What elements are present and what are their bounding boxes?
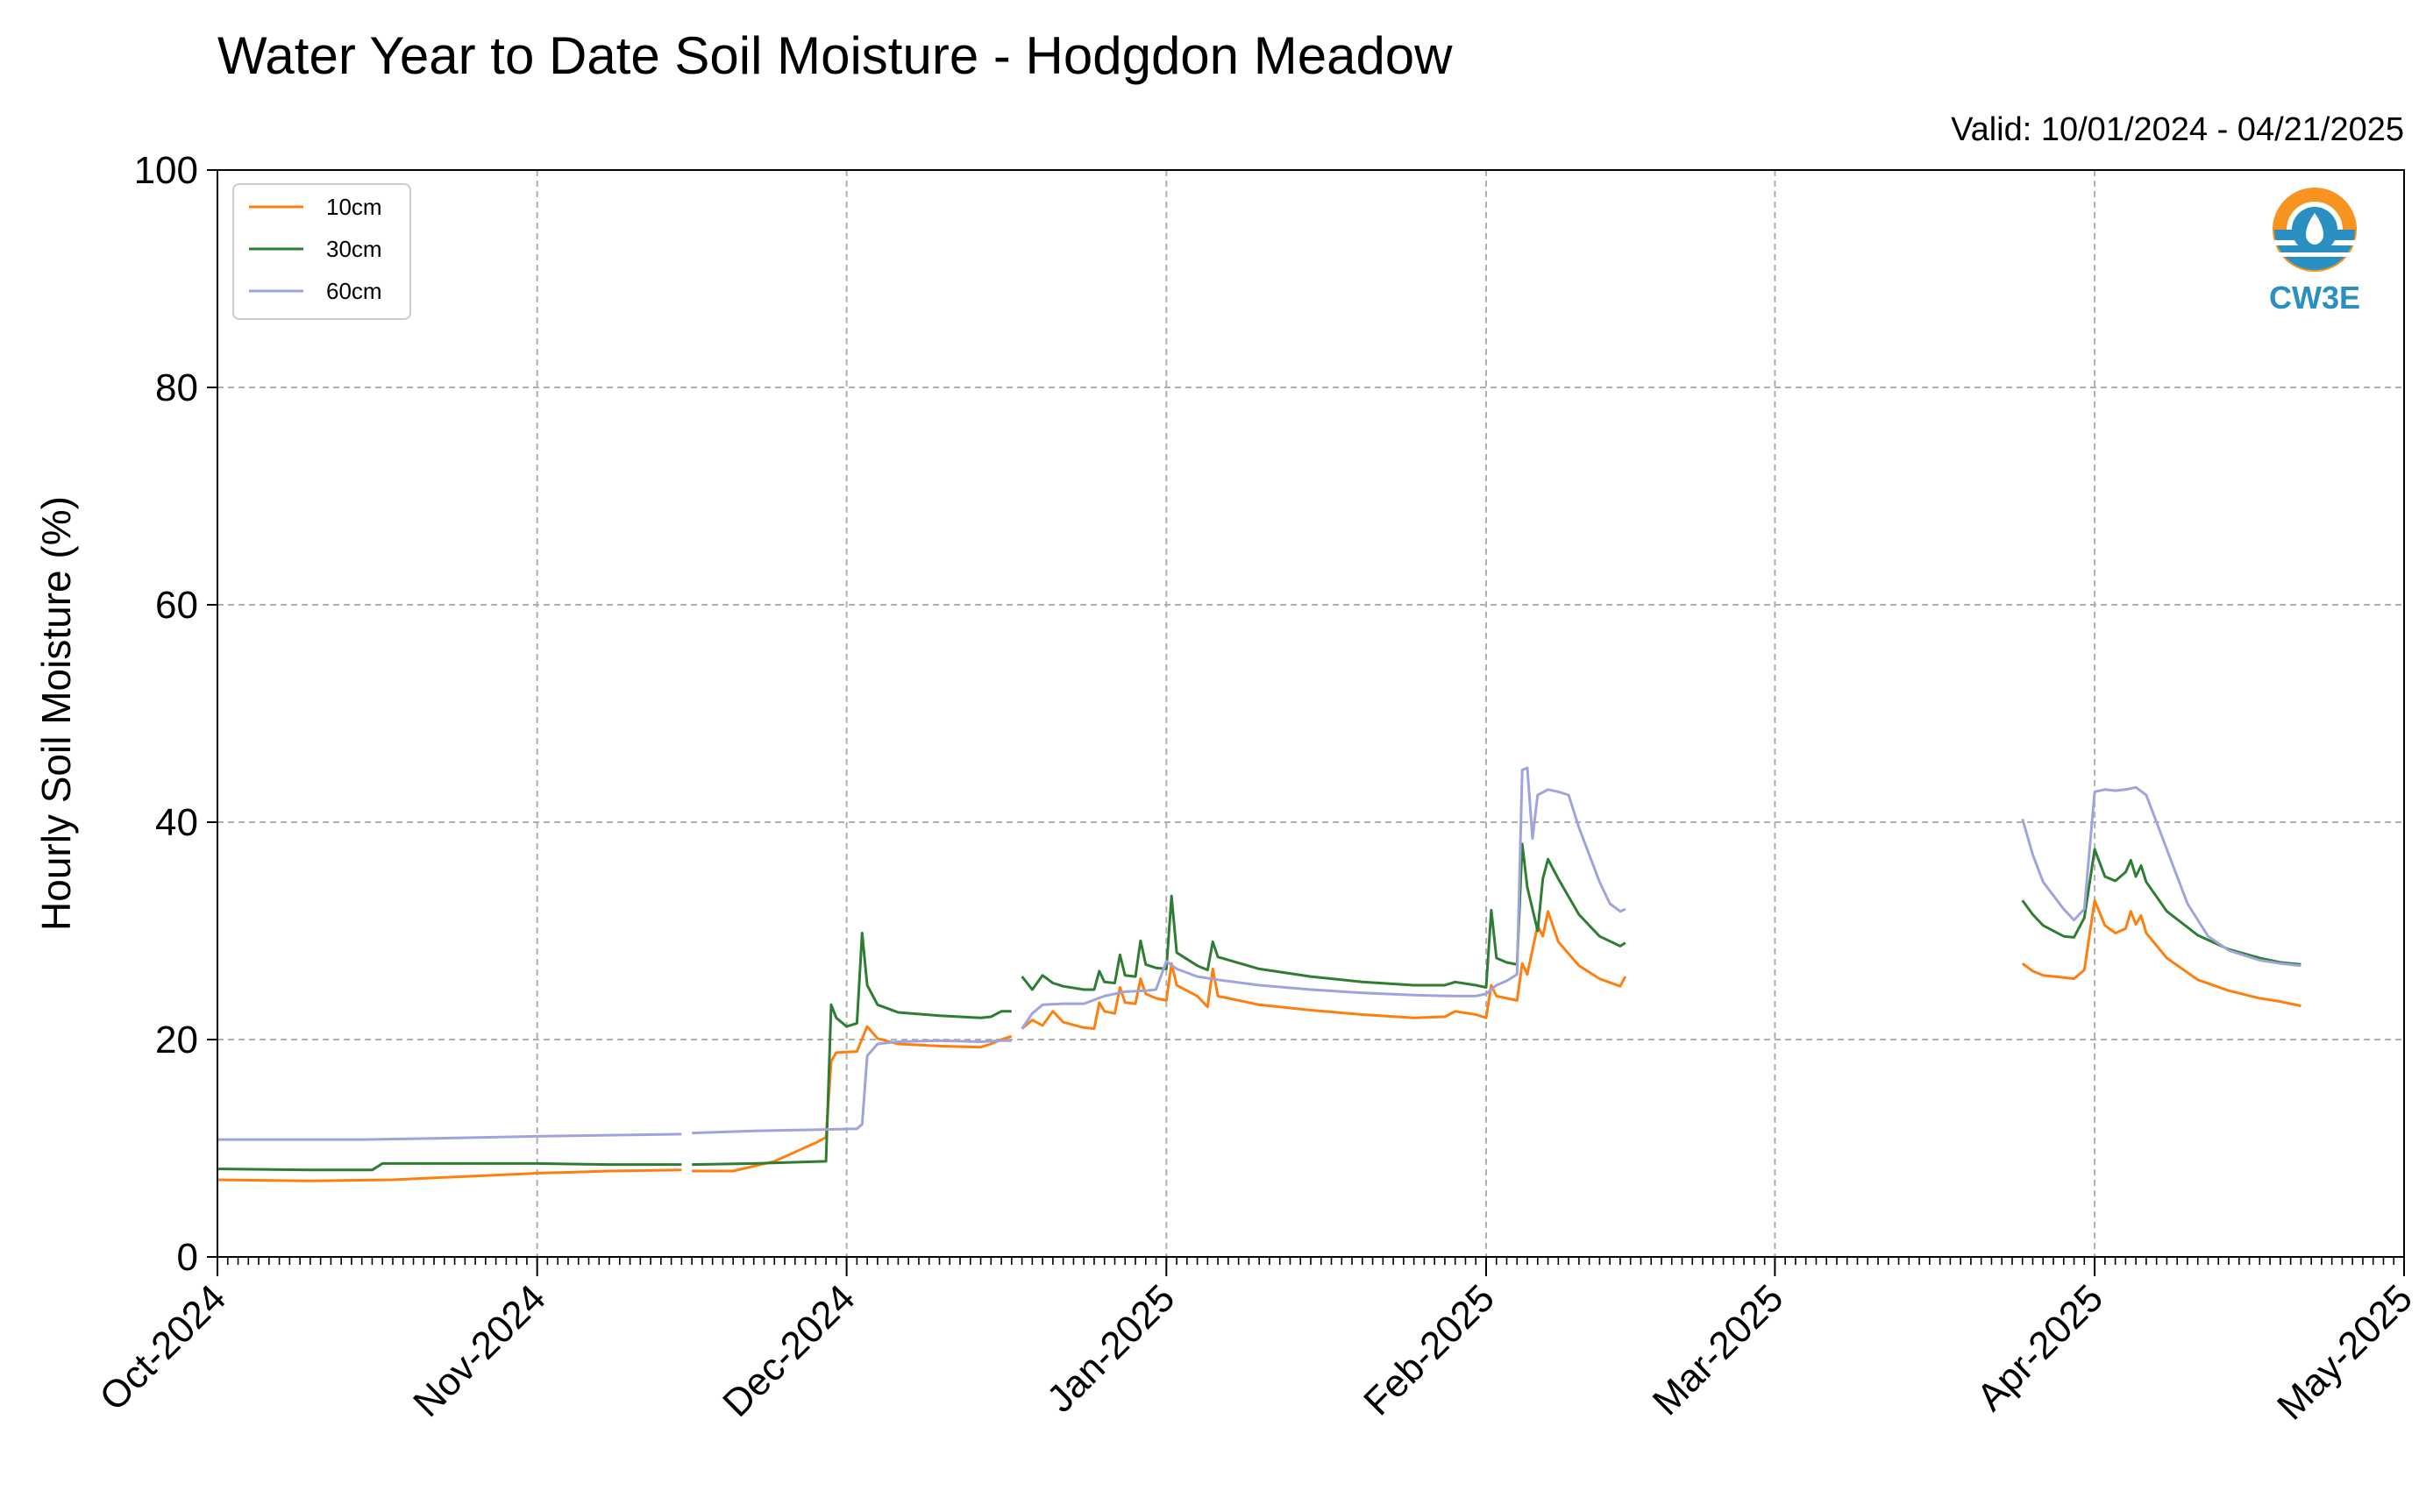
series-line-10cm bbox=[1021, 910, 1627, 1031]
series-line-60cm bbox=[2021, 785, 2301, 968]
series-line-10cm bbox=[692, 1025, 1013, 1173]
y-tick-label: 20 bbox=[155, 1019, 198, 1061]
chart-title: Water Year to Date Soil Moisture - Hodgd… bbox=[217, 26, 1453, 85]
legend-box bbox=[232, 183, 411, 320]
y-axis: 0 20 40 60 80 100 bbox=[134, 149, 217, 1279]
series-line-30cm bbox=[217, 1161, 682, 1172]
series-line-60cm bbox=[692, 1039, 1012, 1135]
y-tick-label: 40 bbox=[155, 801, 198, 844]
y-tick-label: 100 bbox=[134, 149, 198, 192]
series-line-30cm bbox=[1021, 842, 1626, 991]
legend-label: 60cm bbox=[326, 278, 382, 304]
series-line-30cm bbox=[692, 932, 1012, 1167]
series-line-60cm bbox=[217, 1132, 682, 1141]
logo-wave-2 bbox=[2278, 252, 2351, 257]
logo-drop-icon bbox=[2306, 213, 2323, 245]
legend: 10cm 30cm 60cm bbox=[232, 183, 411, 320]
legend-label: 10cm bbox=[326, 194, 382, 220]
y-tick-label: 0 bbox=[177, 1236, 198, 1279]
y-tick-label: 80 bbox=[155, 366, 198, 409]
y-axis-label: Hourly Soil Moisture (%) bbox=[33, 496, 79, 931]
y-tick-label: 60 bbox=[155, 584, 198, 627]
chart-subtitle: Valid: 10/01/2024 - 04/21/2025 bbox=[1951, 111, 2404, 148]
cw3e-logo: CW3E bbox=[2269, 188, 2360, 316]
legend-entries: 10cm 30cm 60cm bbox=[249, 194, 382, 304]
series-lines bbox=[217, 766, 2301, 1182]
legend-label: 30cm bbox=[326, 236, 382, 262]
series-line-60cm bbox=[1021, 766, 1626, 1030]
series-line-10cm bbox=[217, 1168, 682, 1182]
logo-text: CW3E bbox=[2269, 280, 2360, 316]
series-line-10cm bbox=[2021, 898, 2301, 1008]
